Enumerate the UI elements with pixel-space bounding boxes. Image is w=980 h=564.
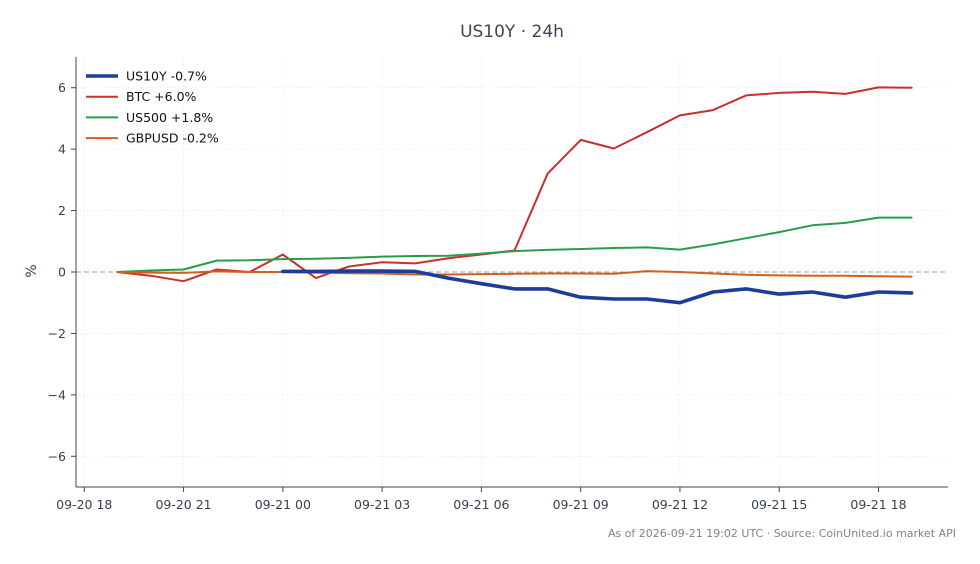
legend-entry: BTC +6.0% bbox=[126, 89, 197, 104]
legend: US10Y -0.7% BTC +6.0% US500 +1.8% GBPUSD -0… bbox=[86, 69, 219, 146]
y-tick-label: −4 bbox=[48, 387, 66, 402]
x-tick-label: 09-21 00 bbox=[255, 497, 311, 512]
x-tick-label: 09-21 15 bbox=[751, 497, 807, 512]
series-line-us500 bbox=[116, 216, 913, 273]
legend-entry: GBPUSD -0.2% bbox=[126, 131, 219, 146]
y-tick-label: 2 bbox=[58, 203, 66, 218]
legend-entry: US500 +1.8% bbox=[126, 110, 213, 125]
y-tick-label: 6 bbox=[58, 80, 66, 95]
x-tick-label: 09-21 06 bbox=[453, 497, 509, 512]
x-tick-label: 09-21 12 bbox=[652, 497, 708, 512]
y-ticks: −6 −4 −2 0 2 4 6 bbox=[48, 80, 76, 464]
series-line-gbpusd bbox=[116, 270, 913, 278]
chart-title: US10Y · 24h bbox=[460, 22, 564, 42]
x-ticks: 09-20 18 09-20 21 09-21 00 09-21 03 09-21 06… bbox=[56, 487, 907, 512]
series-line-btc bbox=[116, 86, 913, 283]
x-tick-label: 09-21 09 bbox=[553, 497, 609, 512]
y-tick-label: 4 bbox=[58, 142, 66, 157]
series-lines bbox=[116, 86, 914, 305]
y-axis-label: % bbox=[24, 264, 40, 277]
footnote: As of 2026-09-21 19:02 UTC · Source: Coi… bbox=[608, 527, 956, 540]
x-tick-label: 09-20 21 bbox=[155, 497, 211, 512]
x-tick-label: 09-21 03 bbox=[354, 497, 410, 512]
series-line-us10y bbox=[280, 269, 914, 305]
y-tick-label: −2 bbox=[48, 326, 66, 341]
y-tick-label: −6 bbox=[48, 449, 66, 464]
legend-entry: US10Y -0.7% bbox=[126, 69, 207, 84]
x-tick-label: 09-20 18 bbox=[56, 497, 112, 512]
x-tick-label: 09-21 18 bbox=[850, 497, 906, 512]
y-tick-label: 0 bbox=[58, 265, 66, 280]
